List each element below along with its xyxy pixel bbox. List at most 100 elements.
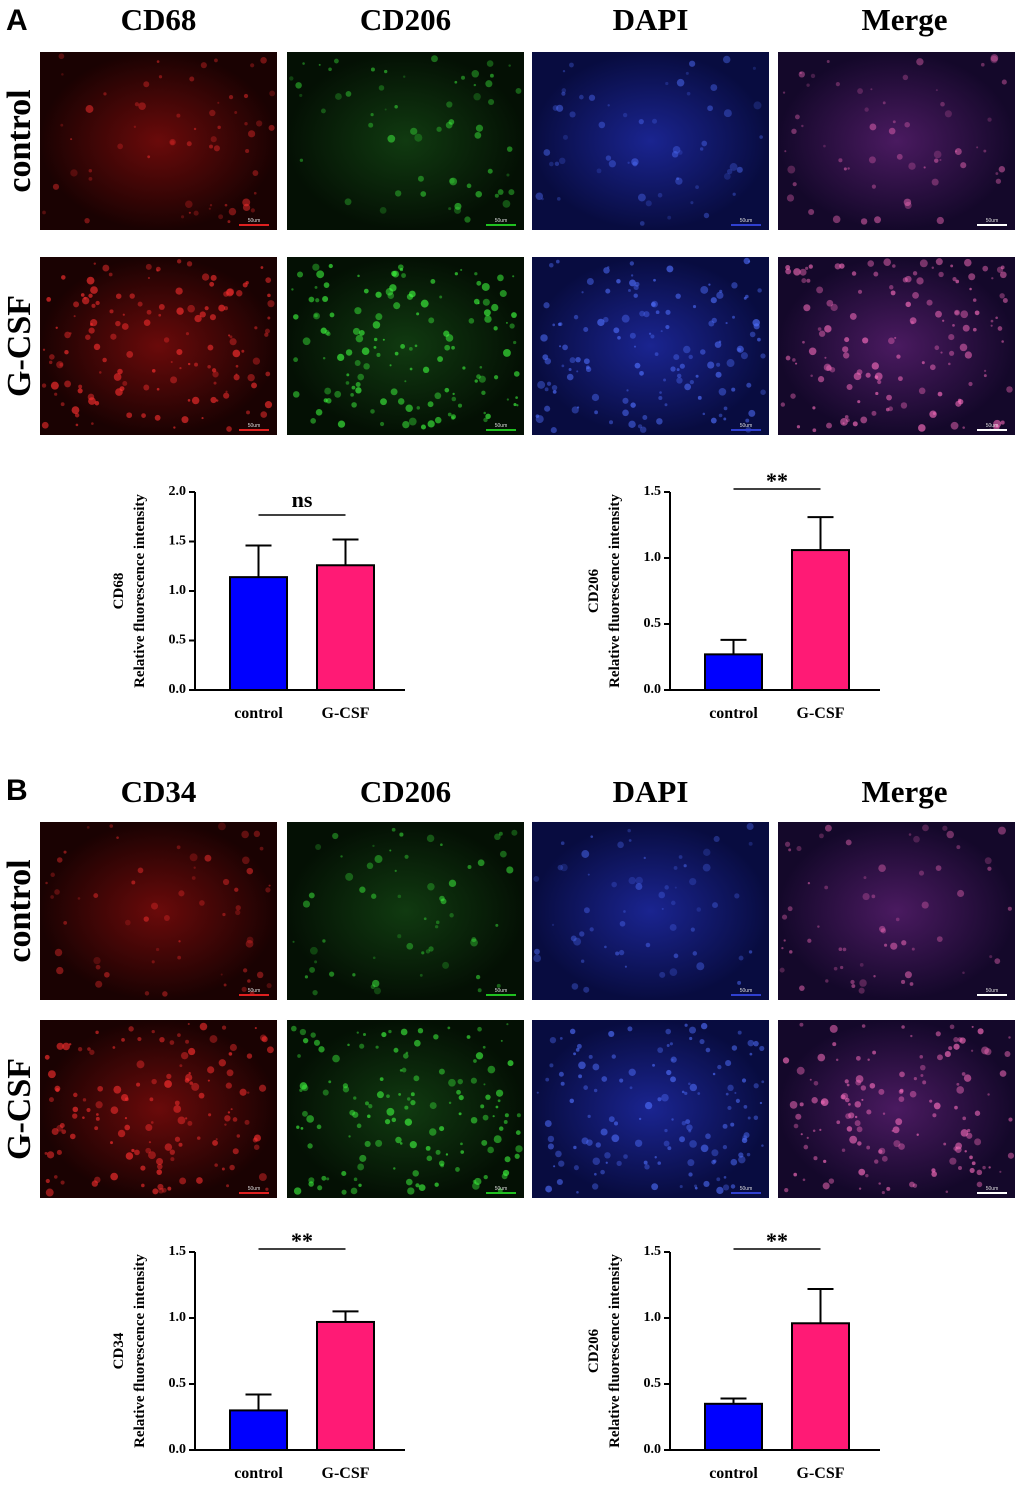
micrograph-spot: [723, 1184, 730, 1191]
micrograph-spot: [650, 334, 655, 339]
micrograph: [287, 1020, 524, 1198]
micrograph: [287, 822, 524, 1000]
micrograph-spot: [467, 864, 472, 869]
micrograph-spot: [840, 417, 848, 426]
micrograph-spot: [629, 279, 636, 287]
micrograph-spot: [337, 353, 345, 362]
micrograph-spot: [460, 1150, 465, 1154]
micrograph-spot: [596, 168, 602, 174]
micrograph-spot: [56, 1042, 64, 1050]
micrograph-spot: [633, 284, 639, 291]
micrograph-spot: [223, 306, 229, 311]
micrograph-spot: [214, 1163, 218, 1167]
micrograph-spot: [995, 316, 998, 320]
micrograph-spot: [145, 263, 152, 270]
micrograph-spot: [209, 1035, 218, 1043]
micrograph-spot: [648, 332, 652, 335]
micrograph-spot: [875, 391, 879, 396]
micrograph-spot: [55, 1088, 60, 1093]
micrograph-spot: [719, 289, 723, 293]
micrograph-spot: [681, 1090, 685, 1094]
micrograph-spot: [483, 411, 486, 415]
micrograph-spot: [64, 331, 71, 339]
micrograph-spot: [209, 109, 216, 117]
micrograph: [40, 52, 277, 230]
micrograph-spot: [689, 1140, 697, 1148]
micrograph-spot: [753, 323, 760, 330]
micrograph-spot: [583, 327, 589, 333]
micrograph-spot: [475, 124, 484, 132]
micrograph-spot: [969, 287, 972, 291]
micrograph-spot: [761, 1144, 764, 1147]
micrograph-spot: [818, 330, 826, 337]
micrograph-spot: [391, 827, 396, 832]
micrograph-spot: [711, 1159, 716, 1165]
micrograph-spot: [191, 1082, 200, 1091]
micrograph-spot: [848, 1103, 851, 1106]
micrograph-spot: [823, 144, 826, 148]
micrograph-spot: [236, 290, 243, 297]
micrograph-spot: [858, 987, 865, 994]
micrograph-spot: [423, 917, 427, 921]
micrograph-spot: [634, 362, 641, 369]
micrograph-spot: [485, 80, 493, 88]
micrograph-spot: [573, 314, 579, 320]
micrograph-spot: [604, 1152, 611, 1159]
micrograph-spot: [678, 855, 683, 859]
micrograph-spot: [244, 122, 248, 126]
micrograph-spot: [799, 985, 805, 992]
micrograph-spot: [990, 324, 993, 327]
micrograph-spot: [593, 1088, 598, 1093]
micrograph-spot: [940, 351, 943, 354]
micrograph-spot: [969, 1167, 975, 1173]
micrograph-spot: [440, 1163, 445, 1168]
micrograph-spot: [932, 411, 936, 416]
micrograph-spot: [808, 264, 813, 269]
micrograph-spot: [583, 907, 590, 914]
micrograph-spot: [549, 1037, 557, 1044]
micrograph-spot: [497, 189, 504, 195]
micrograph-spot: [158, 304, 165, 310]
micrograph-spot: [59, 1123, 65, 1128]
micrograph-spot: [350, 393, 354, 397]
micrograph-spot: [642, 415, 648, 420]
micrograph-spot: [247, 373, 255, 382]
micrograph-spot: [266, 983, 272, 989]
micrograph-spot: [638, 119, 644, 125]
micrograph-spot: [452, 392, 455, 396]
micrograph-spot: [50, 895, 54, 899]
micrograph-spot: [247, 979, 251, 983]
micrograph-spot: [52, 183, 60, 190]
micrograph-spot: [353, 1177, 358, 1182]
micrograph-spot: [87, 393, 95, 401]
micrograph-spot: [86, 276, 95, 285]
micrograph-spot: [984, 857, 992, 865]
micrograph-spot: [689, 1083, 698, 1092]
micrograph-spot: [759, 1045, 765, 1052]
micrograph-spot: [91, 422, 94, 425]
micrograph-spot: [953, 1036, 959, 1043]
x-tick-label: control: [234, 705, 283, 722]
micrograph-spot: [174, 1136, 181, 1142]
micrograph-spot: [457, 403, 463, 408]
micrograph-spot: [318, 1046, 325, 1053]
micrograph-spot: [1006, 386, 1013, 393]
micrograph-spot: [543, 302, 550, 309]
micrograph-spot: [846, 1126, 853, 1132]
micrograph-spot: [425, 1145, 431, 1151]
micrograph-spot: [473, 1059, 477, 1063]
micrograph-spot: [811, 1097, 818, 1104]
micrograph-spot: [909, 982, 914, 986]
micrograph-spot: [987, 866, 992, 871]
micrograph-spot: [455, 1167, 460, 1172]
micrograph-spot: [150, 1121, 154, 1124]
micrograph-spot: [409, 347, 413, 351]
micrograph-spot: [170, 1157, 175, 1162]
micrograph: [532, 257, 769, 435]
micrograph-spot: [64, 380, 72, 388]
micrograph-spot: [374, 855, 383, 864]
micrograph-spot: [784, 841, 791, 847]
micrograph-spot: [726, 359, 735, 368]
micrograph-spot: [312, 263, 320, 271]
micrograph-spot: [496, 983, 501, 988]
